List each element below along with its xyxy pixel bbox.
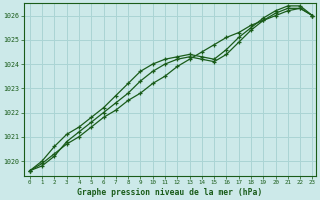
X-axis label: Graphe pression niveau de la mer (hPa): Graphe pression niveau de la mer (hPa) xyxy=(77,188,262,197)
